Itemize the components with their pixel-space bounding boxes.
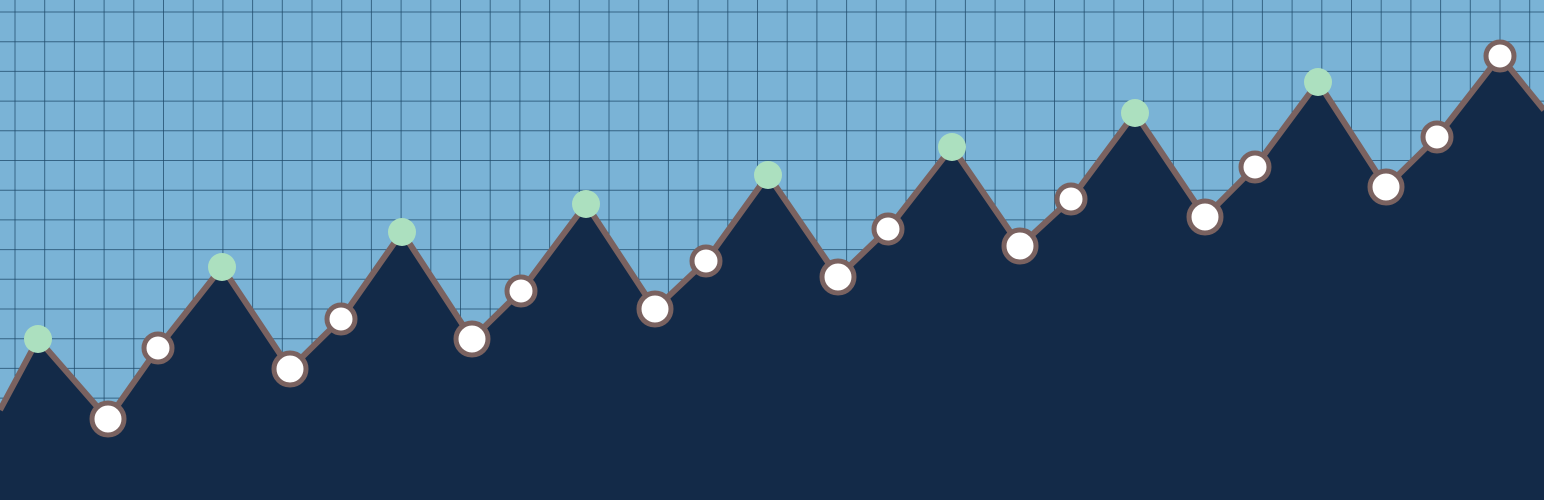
data-point (1186, 198, 1224, 236)
data-point (453, 320, 491, 358)
peak-point (1121, 99, 1149, 127)
data-point (1054, 182, 1088, 216)
data-point (1483, 39, 1517, 73)
data-point (324, 302, 358, 336)
data-point (141, 331, 175, 365)
data-point (1238, 150, 1272, 184)
data-point (636, 290, 674, 328)
data-point (1420, 120, 1454, 154)
peak-point (572, 190, 600, 218)
data-point (819, 258, 857, 296)
peak-point (24, 325, 52, 353)
data-point (689, 244, 723, 278)
area-fill (0, 56, 1544, 500)
peak-point (1304, 68, 1332, 96)
data-point (1001, 227, 1039, 265)
peak-point (208, 253, 236, 281)
data-point (504, 274, 538, 308)
peak-point (754, 161, 782, 189)
peak-point (388, 218, 416, 246)
data-point (89, 400, 127, 438)
data-point (1367, 168, 1405, 206)
peak-point (938, 133, 966, 161)
data-point (271, 350, 309, 388)
data-point (871, 212, 905, 246)
data-points (24, 39, 1517, 438)
